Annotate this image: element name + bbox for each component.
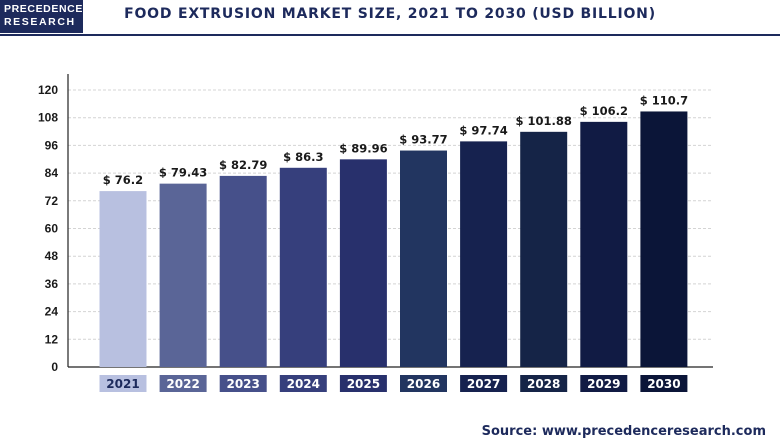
category-box (159, 375, 207, 392)
brand-logo: PRECEDENCE RESEARCH (0, 0, 83, 33)
bar (580, 121, 628, 367)
bar (219, 175, 267, 367)
bar (520, 131, 568, 367)
category-box (339, 375, 387, 392)
category-box (580, 375, 628, 392)
category-box (99, 375, 147, 392)
x-tick-label: 2022 (166, 377, 199, 391)
data-label: $ 76.2 (103, 173, 143, 187)
category-box (640, 375, 688, 392)
category-box (400, 375, 447, 392)
x-tick-label: 2026 (407, 377, 440, 391)
x-tick-label: 2024 (287, 377, 320, 391)
x-tick-label: 2028 (527, 377, 560, 391)
bar-chart: 0 12 24 36 48 60 72 84 96 108 120 $ 76.2 2021 $ 79.43… (38, 74, 713, 392)
source-url[interactable]: www.precedenceresearch.com (541, 424, 766, 439)
bar (460, 141, 508, 367)
data-label: $ 82.79 (219, 158, 267, 172)
header-divider (0, 34, 780, 36)
category-box (279, 375, 327, 392)
data-label: $ 93.77 (399, 133, 447, 147)
data-label: $ 110.7 (640, 93, 688, 107)
category-box (219, 375, 267, 392)
x-tick-label: 2021 (106, 377, 139, 391)
x-tick-label: 2027 (467, 377, 500, 391)
bar (279, 167, 327, 367)
y-tick-label: 108 (38, 111, 58, 125)
x-tick-label: 2029 (587, 377, 620, 391)
y-tick-label: 84 (45, 166, 59, 180)
data-label: $ 106.2 (580, 104, 628, 118)
data-label: $ 101.88 (516, 114, 572, 128)
bar (339, 159, 387, 367)
source-credit[interactable]: Source: www.precedenceresearch.com (482, 424, 766, 439)
x-tick-label: 2023 (226, 377, 259, 391)
data-label: $ 97.74 (459, 123, 507, 137)
logo-line-2: RESEARCH (4, 16, 76, 28)
y-tick-label: 12 (45, 332, 59, 346)
y-tick-label: 48 (45, 249, 59, 263)
x-tick-label: 2030 (647, 377, 680, 391)
bar (99, 191, 147, 367)
chart-title: FOOD EXTRUSION MARKET SIZE, 2021 TO 2030… (124, 6, 656, 22)
y-tick-label: 0 (51, 360, 58, 374)
bar (159, 183, 207, 367)
y-tick-label: 96 (45, 138, 59, 152)
logo-line-1: PRECEDENCE (4, 3, 83, 15)
x-tick-label: 2025 (347, 377, 380, 391)
bar (400, 150, 447, 367)
y-tick-label: 72 (45, 194, 59, 208)
data-label: $ 79.43 (159, 166, 207, 180)
data-label: $ 89.96 (339, 141, 387, 155)
category-box (460, 375, 508, 392)
data-label: $ 86.3 (283, 150, 323, 164)
source-label: Source: (481, 424, 538, 439)
bar (640, 111, 688, 367)
category-box (520, 375, 568, 392)
header: PRECEDENCE RESEARCH FOOD EXTRUSION MARKE… (0, 0, 780, 34)
y-tick-label: 24 (45, 305, 59, 319)
y-tick-label: 60 (45, 222, 59, 236)
y-tick-label: 120 (38, 83, 58, 97)
y-tick-label: 36 (45, 277, 59, 291)
